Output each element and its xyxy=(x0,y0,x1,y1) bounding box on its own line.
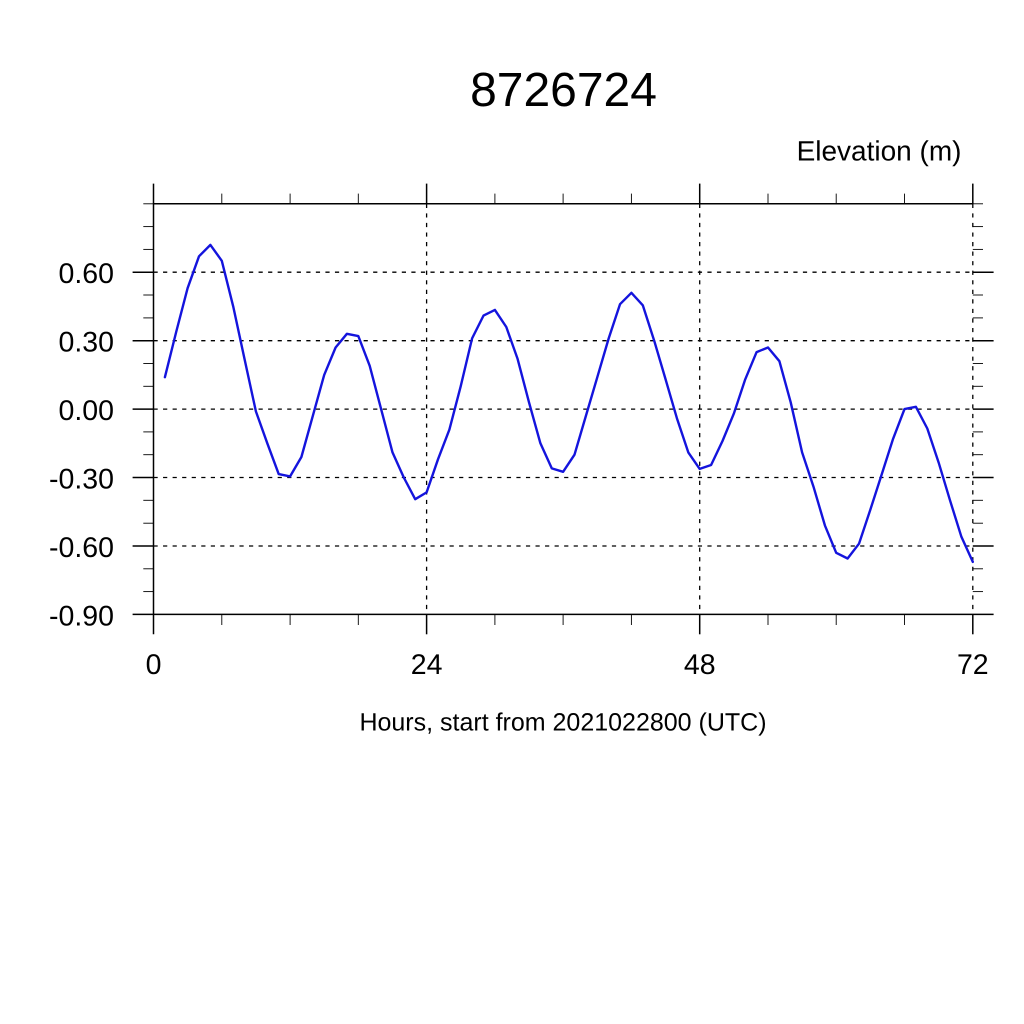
svg-text:0.60: 0.60 xyxy=(59,258,114,290)
svg-text:-0.30: -0.30 xyxy=(49,463,114,495)
svg-text:Elevation (m): Elevation (m) xyxy=(797,136,962,167)
svg-text:0.30: 0.30 xyxy=(59,327,114,359)
svg-text:72: 72 xyxy=(957,649,989,681)
svg-text:24: 24 xyxy=(411,649,443,681)
svg-text:Hours, start from 2021022800 (: Hours, start from 2021022800 (UTC) xyxy=(359,708,766,736)
svg-text:-0.60: -0.60 xyxy=(49,532,114,564)
svg-text:-0.90: -0.90 xyxy=(49,600,114,632)
svg-text:0.00: 0.00 xyxy=(59,395,114,427)
svg-text:48: 48 xyxy=(684,649,716,681)
svg-text:0: 0 xyxy=(146,649,162,681)
svg-text:8726724: 8726724 xyxy=(470,64,657,117)
